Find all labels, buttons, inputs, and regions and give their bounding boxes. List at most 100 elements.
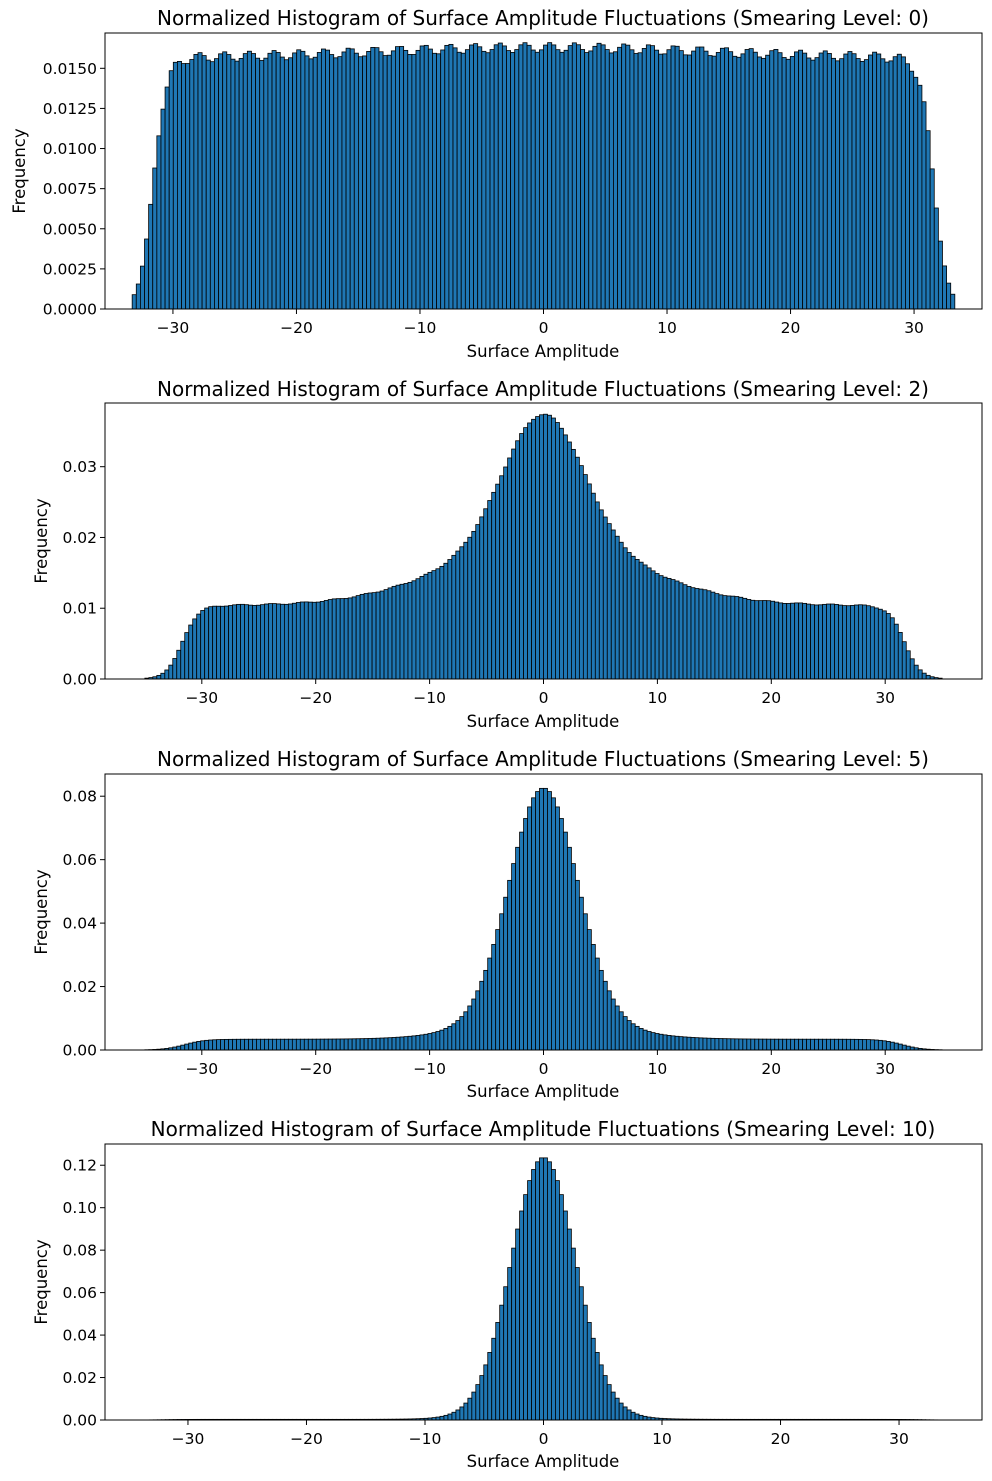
histogram-bar [925,130,931,310]
histogram-bar [711,55,717,310]
histogram-bar [570,1247,576,1421]
histogram-bar [881,610,887,680]
panel-4-x-axis-label: Surface Amplitude [467,1452,620,1471]
histogram-bar [296,49,302,310]
histogram-bar [834,1038,839,1051]
histogram-bar [471,1391,477,1421]
histogram-bar [460,52,466,310]
histogram-bar [822,50,828,310]
histogram-bar [339,598,345,680]
histogram-bar [752,51,758,310]
histogram-bar [316,52,322,310]
histogram-bar [826,53,832,310]
histogram-bar [571,448,576,680]
panel-3-title: Normalized Histogram of Surface Amplitud… [157,747,929,771]
histogram-bar [222,51,228,310]
histogram-bar [885,1041,891,1051]
histogram-bar [598,1364,604,1421]
histogram-bar [873,1039,879,1051]
histogram-bar [160,108,166,310]
histogram-bar [391,1037,397,1051]
histogram-bar [893,623,899,680]
y-tick-label: 0.0150 [43,60,97,78]
histogram-bar [950,293,956,310]
histogram-bar [539,414,544,680]
panel-4: Normalized Histogram of Surface Amplitud… [32,1117,983,1471]
panel-2-y-axis-label: Frequency [32,498,51,583]
histogram-bar [582,1304,588,1421]
histogram-bar [363,1038,369,1051]
histogram-bar [678,50,684,310]
histogram-bar [455,550,461,680]
histogram-bar [507,1267,513,1421]
y-tick-label: 0.00 [62,1412,97,1430]
histogram-bar [666,577,672,680]
histogram-bar [208,606,214,680]
histogram-bar [773,49,779,310]
x-tick-label: −30 [185,1060,218,1078]
histogram-bar [304,55,310,310]
histogram-bar [917,669,923,680]
histogram-bar [507,457,513,680]
histogram-bar [650,570,656,680]
y-tick-label: 0.04 [62,915,97,933]
histogram-bar [379,1037,385,1051]
histogram-bar [226,54,232,310]
panel-2-y-ticks: 0.00 0.01 0.02 0.03 [62,458,105,689]
histogram-bar [818,604,823,680]
histogram-bar [327,1038,333,1051]
histogram-bar [666,1035,672,1051]
histogram-bar [307,1038,313,1051]
panel-3-bars [144,787,943,1051]
histogram-bar [359,593,365,680]
histogram-bar [535,791,540,1051]
histogram-bar [654,49,660,310]
histogram-bar [403,49,409,310]
panel-1-bars [131,42,956,310]
histogram-bar [630,1023,636,1051]
x-tick-label: −10 [404,319,437,337]
histogram-bar [738,1038,744,1051]
panel-1: Normalized Histogram of Surface Amplitud… [10,6,983,361]
histogram-bar [519,831,524,1051]
histogram-bar [511,448,516,680]
histogram-bar [288,57,293,310]
y-tick-label: 0.0050 [43,220,97,238]
histogram-bar [452,47,458,310]
histogram-bar [610,529,616,680]
histogram-bar [335,1038,341,1051]
histogram-bar [459,1016,465,1051]
histogram-bar [594,957,600,1051]
histogram-bar [463,1011,469,1051]
panel-1-x-axis-label: Surface Amplitude [467,342,620,361]
histogram-bar [758,600,764,680]
histogram-bar [236,603,241,680]
histogram-bar [638,1028,644,1051]
histogram-bar [240,1038,245,1051]
histogram-bar [268,1038,273,1051]
histogram-bar [511,863,516,1051]
histogram-bar [881,1040,887,1051]
histogram-bar [838,604,843,680]
histogram-bar [642,1029,648,1051]
histogram-bar [567,846,572,1051]
histogram-bar [371,592,377,680]
histogram-bar [642,564,648,680]
histogram-bar [574,456,580,680]
histogram-bar [754,600,760,680]
histogram-bar [515,846,520,1051]
histogram-bar [806,603,811,680]
histogram-bar [576,44,581,310]
histogram-bar [933,207,939,310]
histogram-bar [168,70,174,310]
panel-1-y-axis-label: Frequency [10,128,29,213]
histogram-bar [375,591,381,680]
histogram-bar [491,491,497,680]
histogram-bar [859,61,865,310]
histogram-bar [866,1039,871,1051]
histogram-bar [905,650,911,680]
histogram-bar [216,1039,222,1051]
histogram-bar [622,1406,628,1421]
histogram-bar [443,1028,449,1051]
histogram-bar [362,55,368,310]
